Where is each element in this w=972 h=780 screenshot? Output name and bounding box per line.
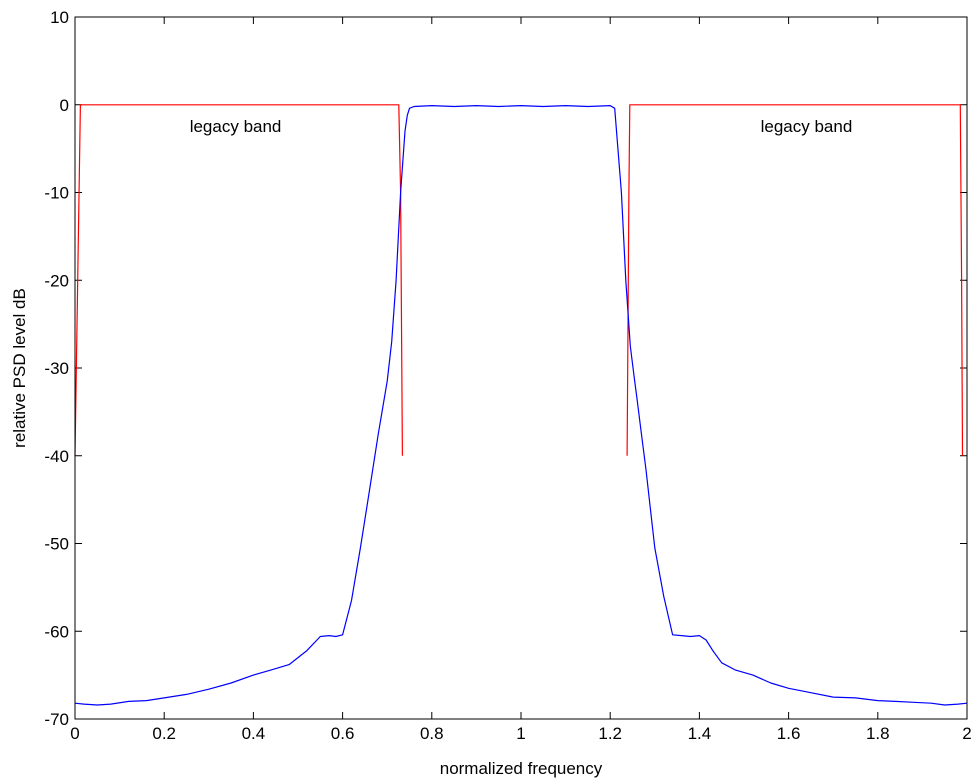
x-tick-label: 1.6 — [777, 724, 801, 743]
y-tick-label: -10 — [44, 184, 69, 203]
annotation-label: legacy band — [190, 117, 282, 136]
annotations: legacy band legacy band — [190, 117, 853, 136]
y-axis-ticks: 10 0 -10 -20 -30 -40 -50 -60 -70 — [44, 8, 967, 729]
y-tick-label: -30 — [44, 359, 69, 378]
y-tick-label: -40 — [44, 447, 69, 466]
x-tick-label: 1.8 — [866, 724, 890, 743]
y-tick-label: 10 — [50, 8, 69, 27]
y-tick-label: -20 — [44, 271, 69, 290]
x-tick-label: 1.2 — [598, 724, 622, 743]
x-tick-label: 0 — [70, 724, 79, 743]
x-axis-label: normalized frequency — [440, 759, 603, 778]
series-line-legacy-mask — [74, 104, 964, 456]
series-layer — [74, 104, 968, 706]
x-tick-label: 1 — [516, 724, 525, 743]
plot-frame — [74, 16, 968, 720]
x-tick-label: 2 — [962, 724, 971, 743]
x-tick-label: 0.6 — [331, 724, 355, 743]
series-line-psd — [74, 105, 968, 706]
x-tick-label: 0.4 — [242, 724, 266, 743]
y-tick-label: -70 — [44, 710, 69, 729]
y-tick-label: -50 — [44, 535, 69, 554]
y-tick-label: 0 — [60, 96, 69, 115]
x-tick-label: 0.8 — [420, 724, 444, 743]
x-axis-ticks: 0 0.2 0.4 0.6 0.8 1 1.2 1.4 1.6 1.8 2 — [70, 17, 972, 743]
x-tick-label: 0.2 — [152, 724, 176, 743]
y-axis-label: relative PSD level dB — [10, 288, 29, 448]
y-tick-label: -60 — [44, 622, 69, 641]
x-tick-label: 1.4 — [688, 724, 712, 743]
annotation-label: legacy band — [761, 117, 853, 136]
